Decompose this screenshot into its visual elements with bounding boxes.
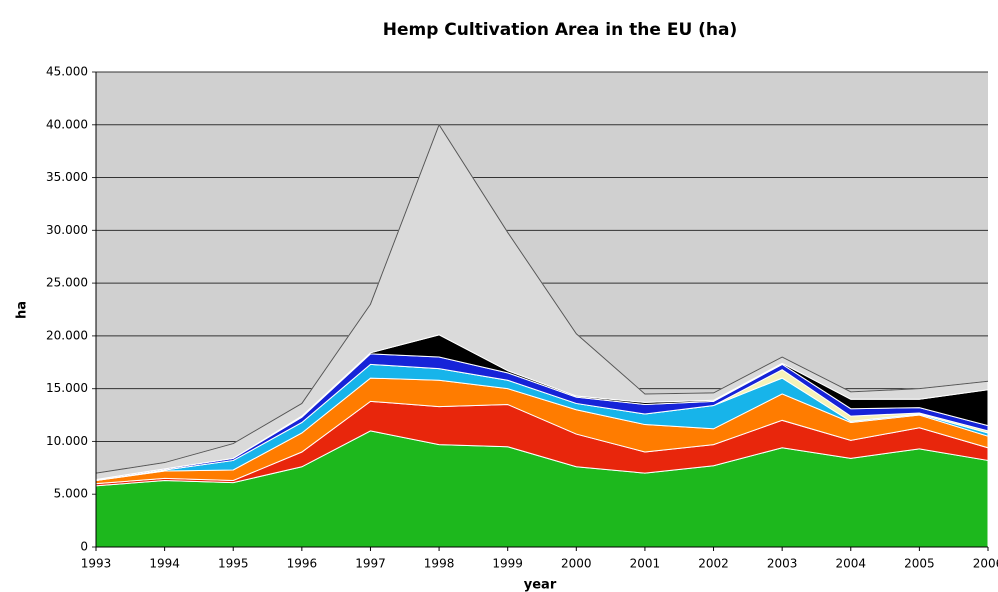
y-tick-label: 10.000 xyxy=(46,434,88,448)
y-tick-label: 0 xyxy=(80,540,88,554)
y-tick-label: 30.000 xyxy=(46,223,88,237)
y-axis-title: ha xyxy=(15,301,30,319)
x-tick-label: 1998 xyxy=(424,557,455,571)
y-tick-label: 20.000 xyxy=(46,328,88,342)
y-tick-label: 40.000 xyxy=(46,117,88,131)
x-tick-label: 1995 xyxy=(218,557,249,571)
y-tick-label: 35.000 xyxy=(46,170,88,184)
x-tick-label: 1996 xyxy=(287,557,318,571)
x-tick-label: 1997 xyxy=(355,557,386,571)
total-outline xyxy=(95,123,989,474)
x-tick-label: 2002 xyxy=(698,557,729,571)
y-tick-label: 25.000 xyxy=(46,276,88,290)
y-tick-label: 45.000 xyxy=(46,65,88,79)
x-tick-label: 2003 xyxy=(767,557,798,571)
x-tick-label: 2000 xyxy=(561,557,592,571)
x-tick-label: 1994 xyxy=(149,557,180,571)
x-tick-label: 2004 xyxy=(835,557,866,571)
x-tick-label: 1993 xyxy=(81,557,112,571)
x-axis-title: year xyxy=(524,578,557,592)
y-tick-label: 5.000 xyxy=(54,487,88,501)
x-tick-label: 2005 xyxy=(904,557,935,571)
chart-title: Hemp Cultivation Area in the EU (ha) xyxy=(383,20,738,40)
x-tick-label: 1999 xyxy=(492,557,523,571)
x-tick-label: 2006 xyxy=(973,557,998,571)
y-tick-label: 15.000 xyxy=(46,381,88,395)
x-tick-label: 2001 xyxy=(630,557,661,571)
